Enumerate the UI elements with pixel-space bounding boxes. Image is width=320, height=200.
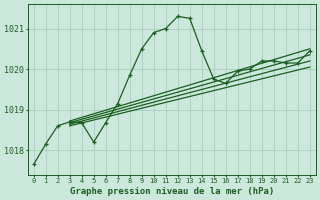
X-axis label: Graphe pression niveau de la mer (hPa): Graphe pression niveau de la mer (hPa) <box>70 187 274 196</box>
